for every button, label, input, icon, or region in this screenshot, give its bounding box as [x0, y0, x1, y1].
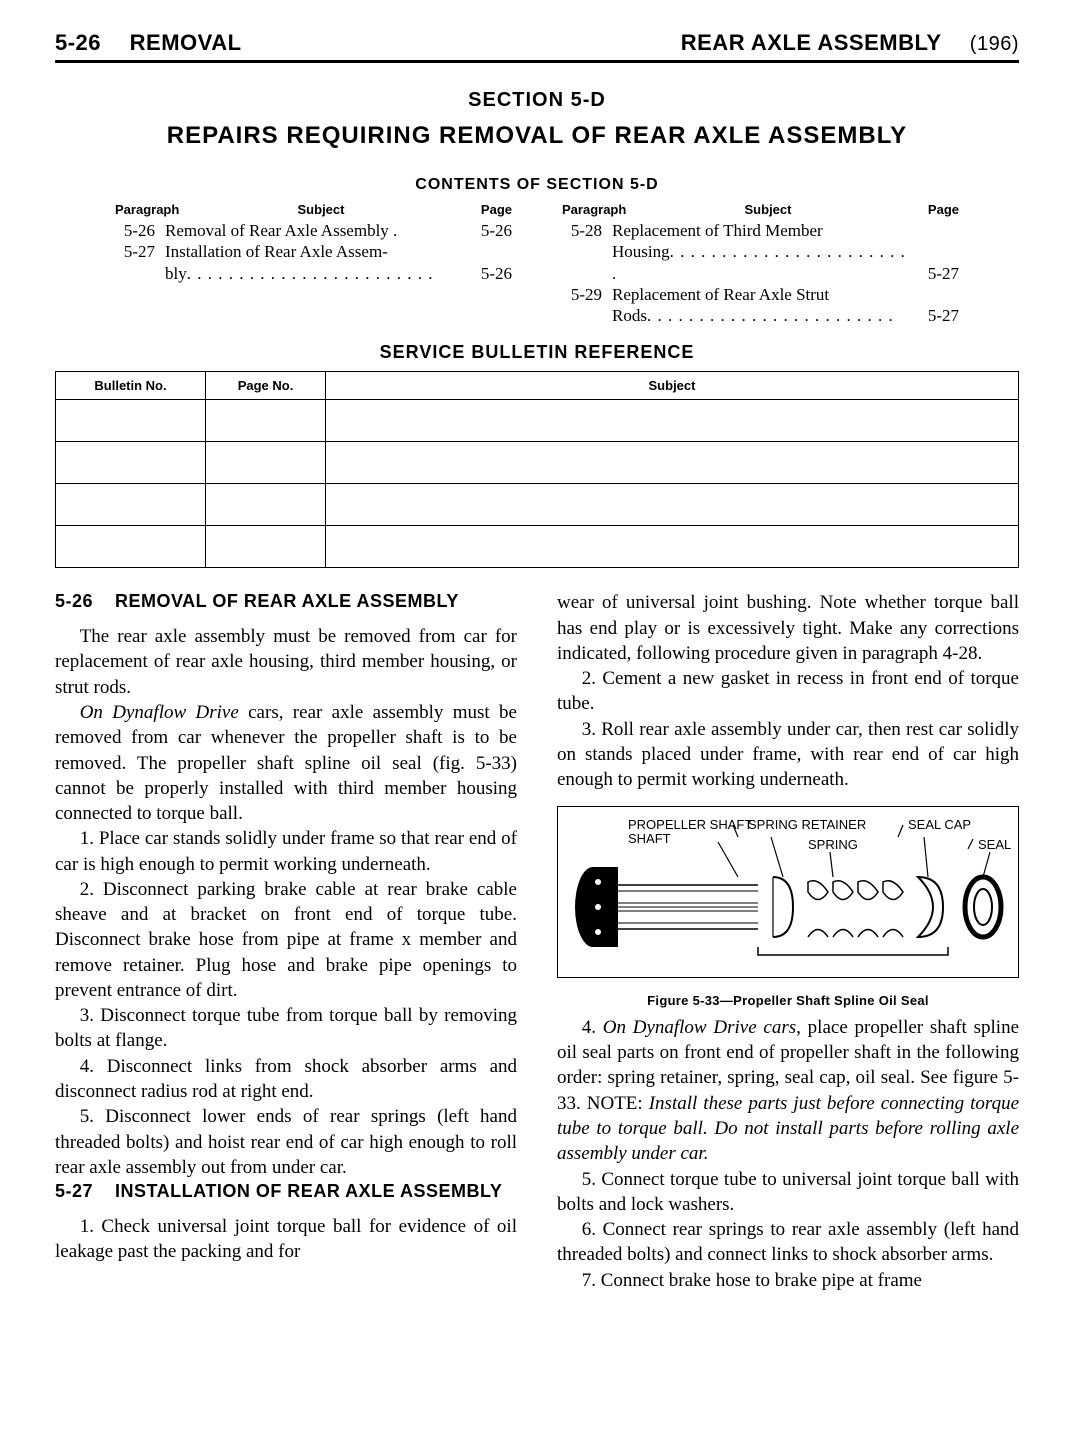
toc-header-paragraph: Paragraph — [115, 202, 175, 217]
body-text: 5-26 REMOVAL OF REAR AXLE ASSEMBLY The r… — [55, 590, 1019, 1293]
bulletin-label: SERVICE BULLETIN REFERENCE — [55, 342, 1019, 363]
toc-row: bly5-26 — [115, 263, 512, 284]
bulletin-row — [56, 442, 1019, 484]
toc-row: 5-27Installation of Rear Axle Assem- — [115, 241, 512, 262]
body-paragraph: 1. Place car stands solidly under frame … — [55, 826, 517, 877]
toc-row: 5-29Replacement of Rear Axle Strut — [562, 284, 959, 305]
fig-label-seal-cap: SEAL CAP — [908, 817, 971, 832]
toc-row: 5-26Removal of Rear Axle Assembly .5-26 — [115, 220, 512, 241]
bulletin-row — [56, 400, 1019, 442]
body-paragraph: 6. Connect rear springs to rear axle ass… — [557, 1217, 1019, 1268]
toc-header-subject: Subject — [175, 202, 467, 217]
header-left: 5-26 REMOVAL — [55, 30, 242, 56]
page-number-right: (196) — [970, 33, 1019, 55]
table-of-contents: Paragraph Subject Page 5-26Removal of Re… — [55, 202, 1019, 326]
body-paragraph: wear of universal joint bushing. Note wh… — [557, 590, 1019, 666]
body-paragraph: 2. Cement a new gasket in recess in fron… — [557, 666, 1019, 717]
fig-label-shaft: SHAFT — [628, 831, 671, 846]
body-paragraph: 2. Disconnect parking brake cable at rea… — [55, 877, 517, 1003]
figure-5-33: PROPELLER SHAFT SHAFT SPRING RETAINER SP… — [557, 806, 1019, 1009]
fig-label-spring: SPRING — [808, 837, 858, 852]
body-paragraph: 4. On Dynaflow Drive cars, place propell… — [557, 1015, 1019, 1167]
section-title: REPAIRS REQUIRING REMOVAL OF REAR AXLE A… — [55, 122, 1019, 150]
toc-row: Housing5-27 — [562, 241, 959, 284]
body-paragraph: 5. Connect torque tube to universal join… — [557, 1167, 1019, 1218]
toc-row: Rods5-27 — [562, 305, 959, 326]
fig-label-propeller: PROPELLER SHAFT — [628, 817, 752, 832]
figure-svg: PROPELLER SHAFT SHAFT SPRING RETAINER SP… — [557, 806, 1019, 978]
header-title-right: REAR AXLE ASSEMBLY — [681, 30, 941, 55]
bulletin-row — [56, 526, 1019, 568]
body-paragraph: 3. Roll rear axle assembly under car, th… — [557, 717, 1019, 793]
body-paragraph: 5. Disconnect lower ends of rear springs… — [55, 1104, 517, 1180]
bulletin-col-subject: Subject — [326, 372, 1019, 400]
contents-label: CONTENTS OF SECTION 5-D — [55, 176, 1019, 194]
bulletin-col-bno: Bulletin No. — [56, 372, 206, 400]
page-number-left: 5-26 — [55, 30, 101, 55]
toc-row: 5-28Replacement of Third Member — [562, 220, 959, 241]
body-paragraph: On Dynaflow Drive cars, rear axle assemb… — [55, 700, 517, 826]
header-right: REAR AXLE ASSEMBLY (196) — [681, 30, 1019, 56]
body-paragraph: 7. Connect brake hose to brake pipe at f… — [557, 1268, 1019, 1293]
section-label: SECTION 5-D — [55, 89, 1019, 112]
page-header: 5-26 REMOVAL REAR AXLE ASSEMBLY (196) — [55, 30, 1019, 63]
body-paragraph: 1. Check universal joint torque ball for… — [55, 1214, 517, 1265]
fig-label-spring-retainer: SPRING RETAINER — [748, 817, 866, 832]
toc-header-page: Page — [467, 202, 512, 217]
header-title-left: REMOVAL — [130, 30, 242, 55]
toc-header-paragraph: Paragraph — [562, 202, 622, 217]
toc-column-right: Paragraph Subject Page 5-28Replacement o… — [562, 202, 959, 326]
heading-5-27: 5-27 INSTALLATION OF REAR AXLE ASSEMBLY — [55, 1180, 517, 1204]
heading-5-26: 5-26 REMOVAL OF REAR AXLE ASSEMBLY — [55, 590, 517, 614]
toc-header-subject: Subject — [622, 202, 914, 217]
toc-header-page: Page — [914, 202, 959, 217]
page: 5-26 REMOVAL REAR AXLE ASSEMBLY (196) SE… — [0, 0, 1074, 1442]
body-paragraph: The rear axle assembly must be removed f… — [55, 624, 517, 700]
body-paragraph: 4. Disconnect links from shock absorber … — [55, 1054, 517, 1105]
bulletin-col-pno: Page No. — [206, 372, 326, 400]
fig-label-seal: SEAL — [978, 837, 1011, 852]
bulletin-row — [56, 484, 1019, 526]
figure-caption: Figure 5-33—Propeller Shaft Spline Oil S… — [557, 992, 1019, 1009]
toc-column-left: Paragraph Subject Page 5-26Removal of Re… — [115, 202, 512, 326]
bulletin-table: Bulletin No. Page No. Subject — [55, 371, 1019, 568]
body-paragraph: 3. Disconnect torque tube from torque ba… — [55, 1003, 517, 1054]
